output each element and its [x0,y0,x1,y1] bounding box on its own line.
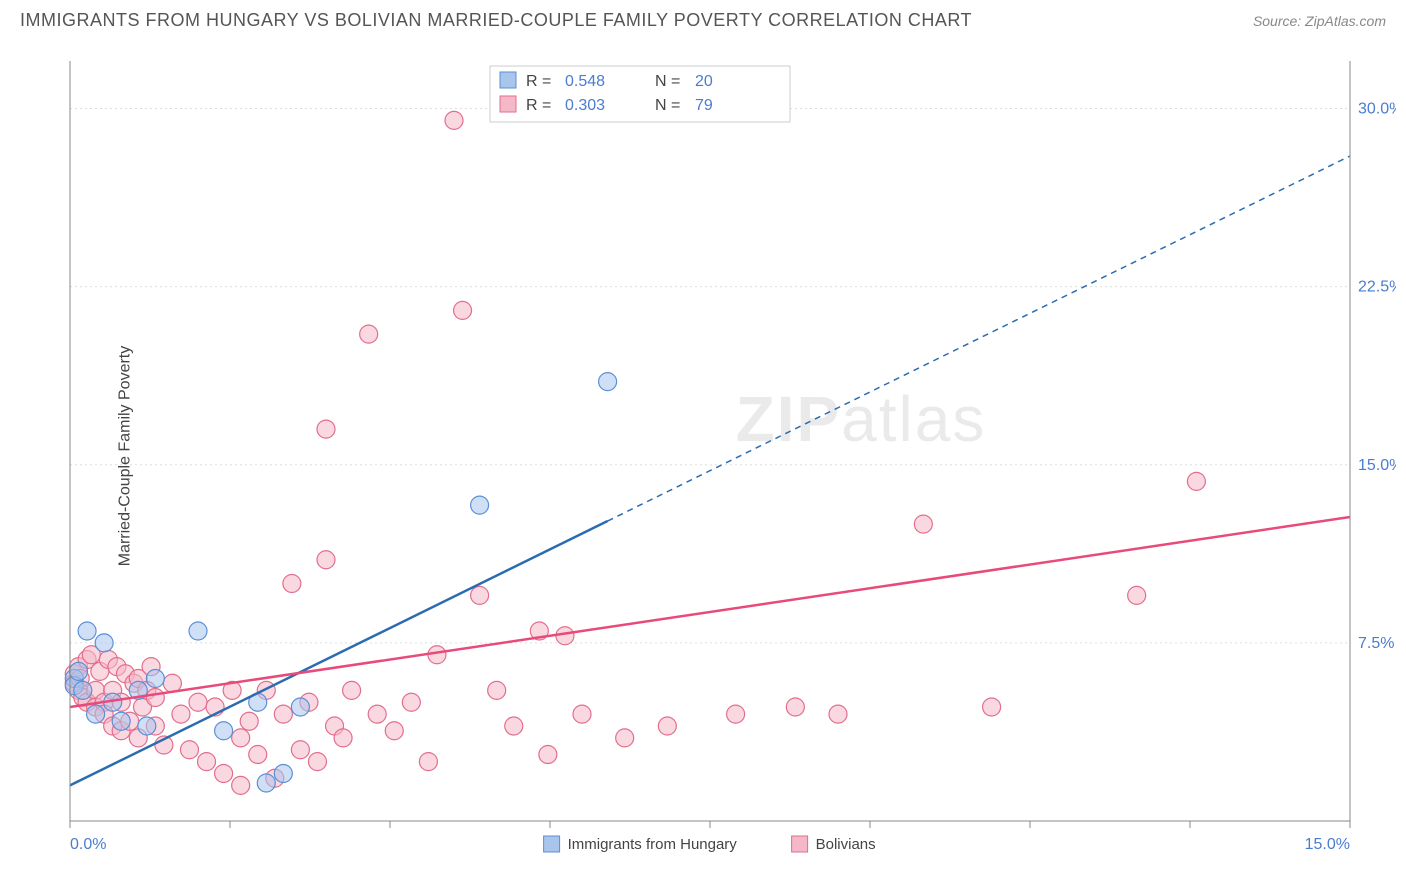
data-point-bolivians [983,698,1001,716]
legend-r-value-hungary: 0.548 [565,73,605,90]
chart-source: Source: ZipAtlas.com [1253,13,1386,29]
data-point-bolivians [556,627,574,645]
data-point-hungary [215,722,233,740]
watermark: ZIPatlas [736,383,987,455]
y-axis-label: Married-Couple Family Poverty [116,346,134,567]
legend-r-label: R = [526,97,551,114]
y-tick-label: 15.0% [1358,457,1396,474]
legend-n-label: N = [655,97,680,114]
data-point-bolivians [172,705,190,723]
data-point-hungary [257,774,275,792]
bottom-legend-swatch-hungary [544,836,560,852]
data-point-bolivians [454,301,472,319]
data-point-bolivians [189,693,207,711]
data-point-bolivians [343,681,361,699]
data-point-hungary [87,705,105,723]
data-point-bolivians [445,111,463,129]
data-point-bolivians [385,722,403,740]
scatter-chart: ZIPatlas 0.0% 15.0% 7.5% 15.0% 22.5% 30.0% R = 0… [10,41,1396,871]
data-point-bolivians [505,717,523,735]
data-point-bolivians [180,741,198,759]
data-point-bolivians [317,420,335,438]
data-point-bolivians [163,674,181,692]
data-point-bolivians [914,515,932,533]
bottom-legend-label-bolivians: Bolivians [816,836,876,853]
y-tick-label: 7.5% [1358,635,1394,652]
data-point-bolivians [616,729,634,747]
chart-header: IMMIGRANTS FROM HUNGARY VS BOLIVIAN MARR… [10,10,1396,41]
y-tick-label: 22.5% [1358,279,1396,296]
data-point-bolivians [360,325,378,343]
data-point-hungary [138,717,156,735]
data-point-bolivians [658,717,676,735]
legend-swatch-bolivians [500,96,516,112]
data-point-bolivians [539,746,557,764]
legend-r-label: R = [526,73,551,90]
data-point-bolivians [488,681,506,699]
legend-n-label: N = [655,73,680,90]
data-point-bolivians [428,646,446,664]
x-tick-label: 15.0% [1305,836,1350,853]
data-point-bolivians [198,753,216,771]
data-point-hungary [274,765,292,783]
data-point-bolivians [402,693,420,711]
data-point-bolivians [334,729,352,747]
data-point-hungary [74,681,92,699]
data-point-bolivians [215,765,233,783]
y-tick-label: 30.0% [1358,101,1396,118]
data-point-bolivians [240,712,258,730]
data-point-hungary [146,670,164,688]
bottom-legend-label-hungary: Immigrants from Hungary [568,836,738,853]
data-point-bolivians [232,776,250,794]
data-point-bolivians [1128,586,1146,604]
data-point-bolivians [786,698,804,716]
data-point-bolivians [249,746,267,764]
x-tick-label: 0.0% [70,836,106,853]
data-point-bolivians [829,705,847,723]
data-point-bolivians [419,753,437,771]
data-point-hungary [112,712,130,730]
data-point-hungary [95,634,113,652]
data-point-bolivians [573,705,591,723]
data-point-bolivians [1187,472,1205,490]
chart-container: Married-Couple Family Poverty ZIPatlas 0.… [10,41,1396,871]
legend-r-value-bolivians: 0.303 [565,97,605,114]
data-point-bolivians [274,705,292,723]
data-point-bolivians [368,705,386,723]
data-point-bolivians [317,551,335,569]
data-point-bolivians [232,729,250,747]
data-point-bolivians [308,753,326,771]
data-point-bolivians [291,741,309,759]
data-point-bolivians [471,586,489,604]
bottom-legend-swatch-bolivians [792,836,808,852]
legend-n-value-hungary: 20 [695,73,713,90]
trend-line-dashed-hungary [608,156,1350,521]
legend-n-value-bolivians: 79 [695,97,713,114]
data-point-hungary [599,373,617,391]
chart-title: IMMIGRANTS FROM HUNGARY VS BOLIVIAN MARR… [20,10,972,31]
trend-line-bolivians [70,517,1350,707]
data-point-bolivians [283,575,301,593]
data-point-bolivians [727,705,745,723]
data-point-hungary [291,698,309,716]
data-point-hungary [78,622,96,640]
data-point-bolivians [146,689,164,707]
data-point-hungary [471,496,489,514]
legend-swatch-hungary [500,72,516,88]
data-point-hungary [70,662,88,680]
data-point-hungary [189,622,207,640]
